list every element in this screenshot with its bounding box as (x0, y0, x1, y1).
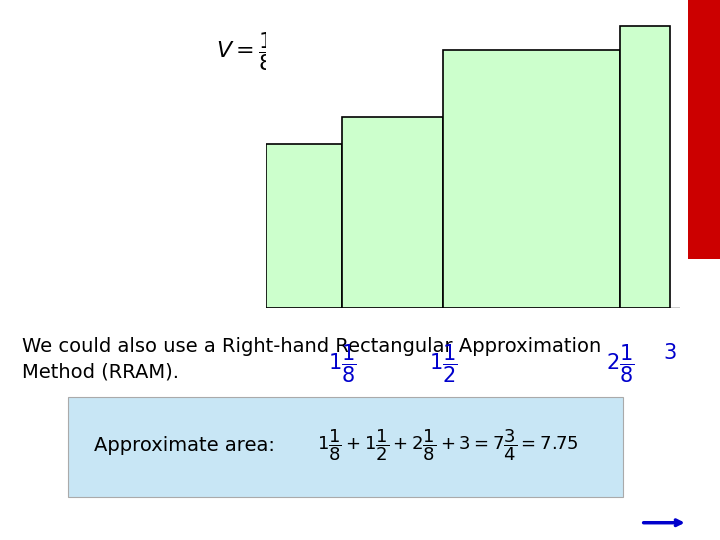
Bar (443, 50, 620, 308)
Text: $V = \dfrac{1}{8}t^2 + 1$: $V = \dfrac{1}{8}t^2 + 1$ (216, 30, 338, 73)
Text: $1\dfrac{1}{8}+1\dfrac{1}{2}+2\dfrac{1}{8}+3=7\dfrac{3}{4}=7.75$: $1\dfrac{1}{8}+1\dfrac{1}{2}+2\dfrac{1}{… (317, 428, 578, 463)
Text: Approximate area:: Approximate area: (94, 436, 274, 455)
Text: $1\dfrac{1}{2}$: $1\dfrac{1}{2}$ (429, 343, 457, 386)
Text: $2\dfrac{1}{8}$: $2\dfrac{1}{8}$ (606, 343, 634, 386)
Text: $3$: $3$ (664, 343, 677, 363)
Bar (620, 26, 670, 308)
FancyBboxPatch shape (68, 397, 623, 497)
Bar (266, 144, 342, 308)
Text: We could also use a Right-hand Rectangular Approximation
Method (RRAM).: We could also use a Right-hand Rectangul… (22, 338, 601, 381)
Bar (342, 117, 443, 308)
Bar (688, 0, 720, 259)
Text: $1\dfrac{1}{8}$: $1\dfrac{1}{8}$ (328, 343, 356, 386)
